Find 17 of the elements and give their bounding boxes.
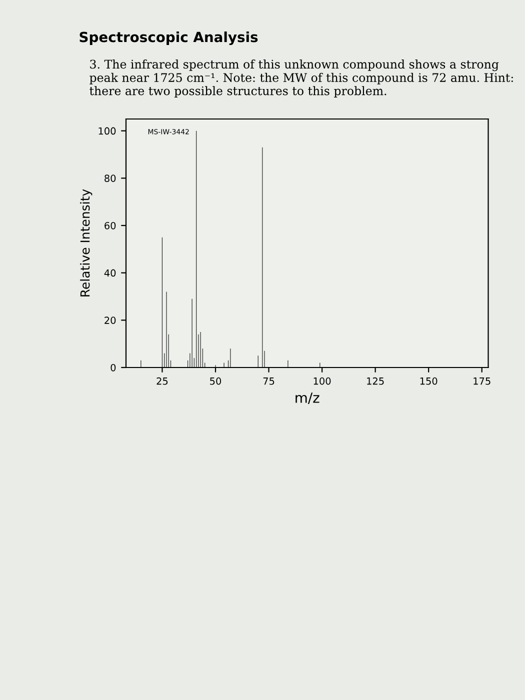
y-tick-label: 80 bbox=[104, 174, 116, 182]
x-tick-label: 150 bbox=[420, 377, 438, 385]
x-tick-label: 50 bbox=[210, 377, 222, 385]
x-tick-label: 125 bbox=[367, 377, 384, 385]
y-tick-label: 100 bbox=[98, 127, 116, 135]
y-tick-label: 20 bbox=[104, 316, 116, 324]
x-axis-title: m/z bbox=[296, 392, 320, 404]
x-tick-label: 25 bbox=[156, 377, 168, 385]
x-tick-label: 75 bbox=[263, 378, 274, 385]
y-tick-label: 60 bbox=[104, 222, 116, 230]
y-tick-label: 40 bbox=[104, 269, 116, 277]
x-tick-label: 175 bbox=[474, 378, 490, 385]
chart-subtitle: 3. The infrared spectrum of this unknown compound shows a strong peak near 1725 cm⁻¹. Note: the MW of this compound is 72 amu. Hint: there are two possible structures to this problem. bbox=[90, 60, 513, 98]
chart-title: Spectroscopic Analysis bbox=[80, 32, 258, 46]
y-axis-title: Relative Intensity bbox=[80, 189, 92, 296]
x-tick-label: 100 bbox=[314, 377, 331, 385]
y-tick-label: 0 bbox=[110, 364, 116, 372]
